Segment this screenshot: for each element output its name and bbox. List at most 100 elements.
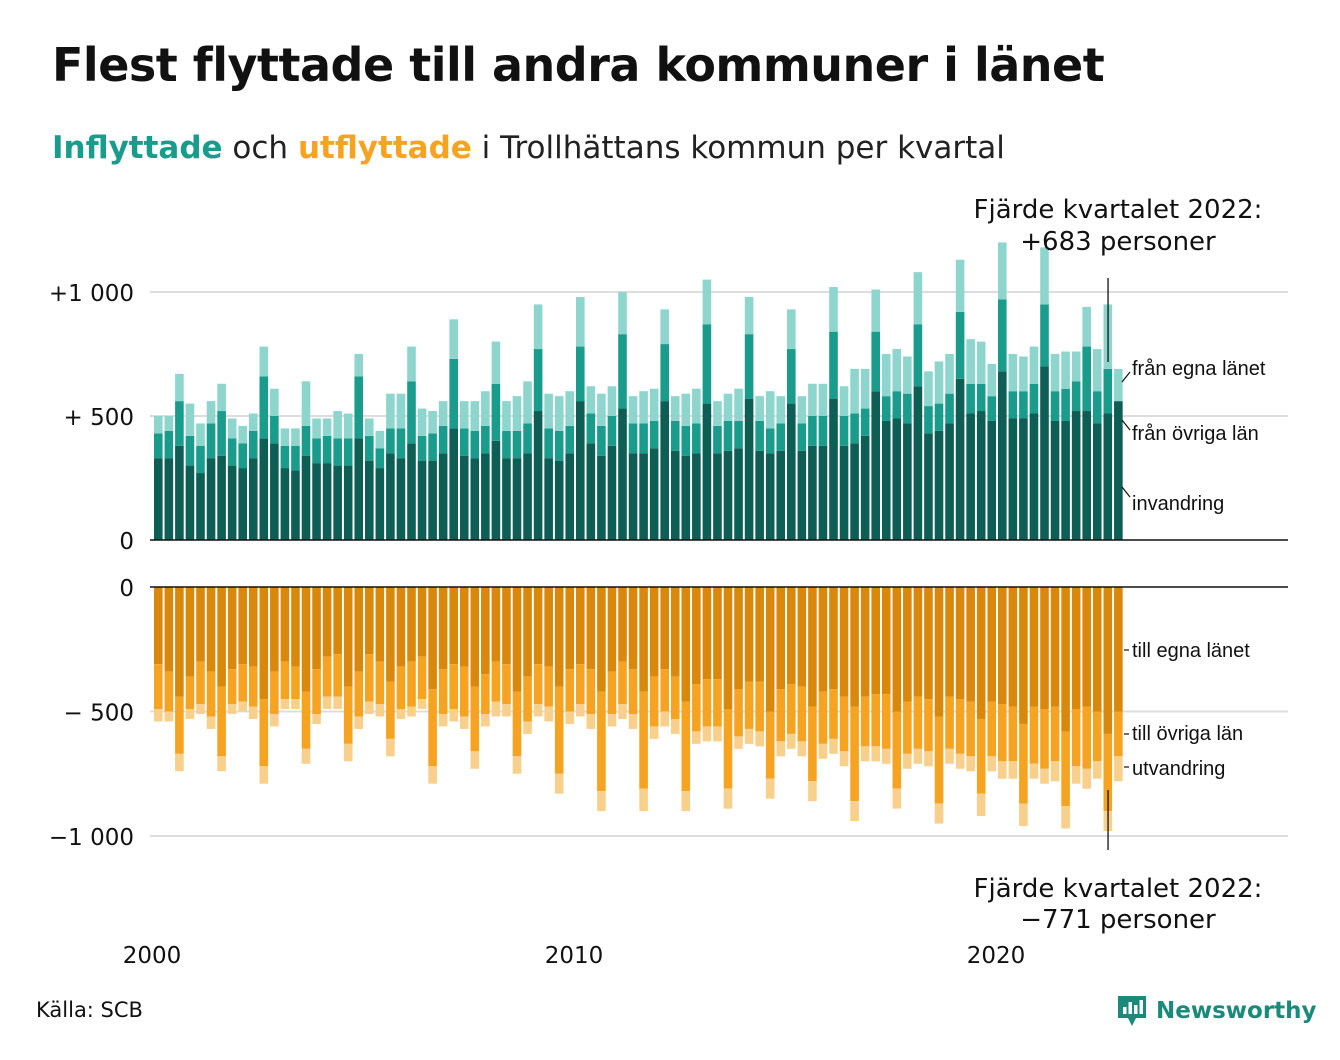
bar-in-2 [818,383,828,416]
bar-in-1 [755,420,764,451]
bar-in-1 [291,445,300,471]
bar-out-1 [1029,706,1039,764]
bar-in-0 [660,401,669,540]
bar-out-0 [860,587,870,697]
bar-in-2 [871,289,880,332]
bar-in-1 [491,383,501,441]
bar-out-2 [365,701,374,714]
bar-out-1 [1061,731,1070,807]
bar-out-2 [618,704,627,719]
page-title: Flest flyttade till andra kommuner i län… [52,38,1105,92]
bar-in-0 [839,445,849,540]
bar-in-1 [1092,391,1102,424]
bar-in-1 [829,331,838,399]
bar-out-2 [417,699,427,710]
bar-in-0 [649,448,659,540]
bar-in-0 [238,468,247,540]
bar-in-2 [386,393,395,429]
bar-out-2 [892,788,902,809]
bar-in-1 [607,416,617,446]
bar-out-0 [270,587,279,672]
bar-out-0 [301,587,311,692]
bar-out-0 [1071,587,1081,710]
bar-in-1 [1061,388,1070,421]
bar-out-1 [660,669,669,712]
bar-out-1 [227,669,237,705]
bar-in-2 [649,388,659,421]
bar-in-2 [787,309,796,350]
bar-in-1 [322,435,332,464]
bar-in-0 [365,460,374,540]
bar-in-0 [354,438,364,540]
bar-in-2 [839,386,849,416]
bar-out-1 [976,718,986,794]
bar-in-0 [818,445,828,540]
bar-out-1 [586,669,596,714]
bar-out-0 [734,587,743,690]
bar-out-1 [1040,709,1049,769]
bar-in-0 [291,470,300,540]
bar-out-2 [491,701,501,717]
utflyttade-ytick-label: 0 [119,576,134,602]
bar-in-0 [945,423,954,540]
bar-out-0 [1050,587,1060,707]
bar-in-0 [375,468,385,540]
bar-out-0 [217,587,226,687]
bar-in-0 [934,430,944,540]
bar-out-1 [270,671,279,714]
bar-out-0 [660,587,669,670]
bar-out-2 [755,731,764,747]
bar-in-0 [829,398,838,540]
bar-in-2 [913,272,923,325]
bar-out-1 [154,664,163,710]
bar-out-2 [797,741,807,757]
bar-in-1 [776,423,786,451]
bar-out-0 [502,587,511,665]
bar-out-2 [1071,766,1081,784]
bar-out-0 [955,587,965,700]
bar-in-1 [681,425,691,456]
bar-in-1 [881,396,891,421]
bar-out-2 [375,704,385,717]
bar-out-0 [776,587,786,690]
bar-in-1 [386,428,395,454]
bar-in-2 [512,396,522,431]
bar-in-0 [597,455,606,540]
bar-out-1 [892,711,902,789]
bar-out-2 [1082,768,1091,789]
bar-out-1 [913,696,923,749]
bar-in-1 [818,416,828,446]
bar-in-1 [417,435,427,461]
bar-out-1 [185,676,195,710]
bar-in-2 [523,381,532,424]
bar-out-0 [375,587,385,662]
bar-out-0 [1114,587,1123,712]
newsworthy-logo[interactable]: Newsworthy [1116,994,1317,1028]
bar-out-1 [787,684,796,734]
bar-out-0 [1019,587,1028,724]
bar-out-2 [407,706,416,717]
bar-out-2 [386,738,395,757]
bar-in-2 [365,418,374,436]
bar-out-2 [270,713,279,727]
bar-in-1 [1029,383,1039,414]
bar-out-0 [417,587,427,657]
bar-in-1 [987,396,997,421]
bar-out-1 [291,666,300,700]
bar-out-0 [365,587,374,655]
bar-out-1 [955,699,965,754]
bar-out-2 [1114,756,1123,782]
bar-out-1 [860,696,870,747]
bar-out-2 [322,696,332,710]
bar-out-1 [723,709,733,789]
bar-out-1 [565,669,575,712]
bar-in-1 [670,420,680,451]
bar-out-2 [164,711,174,722]
bar-out-0 [554,587,564,687]
bar-out-1 [396,666,406,710]
bar-in-2 [270,388,279,416]
bar-in-0 [607,445,617,540]
bar-in-0 [333,465,342,540]
bar-out-2 [396,709,406,719]
bar-out-1 [628,669,638,714]
